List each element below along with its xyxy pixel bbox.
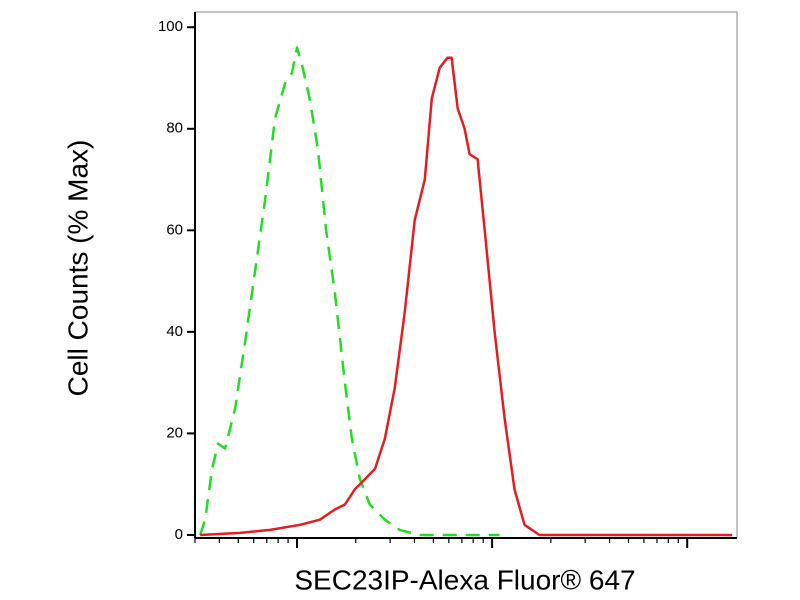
- histogram-line: [200, 56, 733, 537]
- plot-frame: [194, 11, 738, 539]
- x-axis-label: SEC23IP-Alexa Fluor® 647: [294, 564, 635, 595]
- y-tick-label: 60: [166, 221, 183, 238]
- y-tick-label: 40: [166, 323, 183, 340]
- histogram-line: [199, 46, 500, 537]
- y-tick-label: 0: [175, 526, 183, 543]
- y-tick-label: 100: [158, 18, 183, 35]
- y-tick-label: 20: [166, 424, 183, 441]
- y-axis-label: Cell Counts (% Max): [62, 140, 93, 397]
- y-tick-label: 80: [166, 120, 183, 137]
